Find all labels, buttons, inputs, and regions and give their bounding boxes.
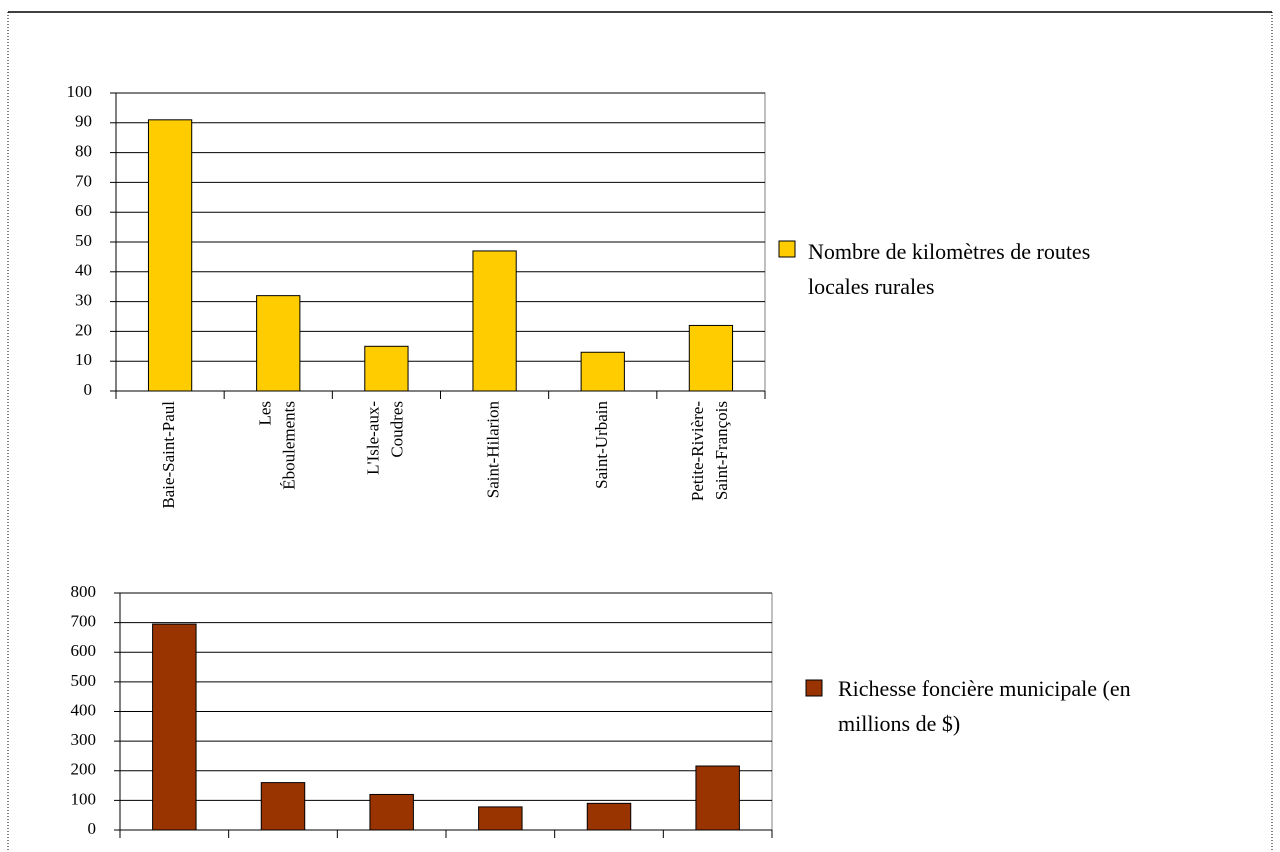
legend-label: Richesse foncière municipale (en million… [838,676,1131,736]
bar [256,295,301,392]
bar [695,765,740,831]
y-tick-label: 60 [75,201,92,220]
y-tick-label: 100 [71,789,97,808]
y-tick-label: 200 [71,760,97,779]
y-tick-label: 300 [71,730,97,749]
x-tick-label: Baie-Saint-Paul [159,401,178,509]
y-tick-label: 50 [75,231,92,250]
y-tick-label: 70 [75,171,92,190]
y-tick-label: 40 [75,261,92,280]
y-tick-label: 30 [75,291,92,310]
y-tick-label: 80 [75,142,92,161]
y-tick-label: 100 [67,82,93,101]
bar [472,250,517,392]
bar [580,351,625,392]
y-tick-label: 20 [75,320,92,339]
y-tick-label: 0 [88,819,97,838]
legend-label: Nombre de kilomètres de routes locales r… [808,239,1091,299]
x-tick-label: Les Éboulements [255,401,298,490]
bar [369,793,414,831]
y-tick-label: 0 [84,380,93,399]
x-tick-label: Petite-Rivière- Saint-François [688,401,731,501]
bar [260,782,306,831]
legend-swatch [805,679,823,697]
y-tick-label: 500 [71,671,97,690]
y-tick-label: 700 [71,612,97,631]
y-tick-label: 400 [71,700,97,719]
bar [478,806,523,831]
bar [364,345,409,392]
legend-swatch [778,240,796,258]
y-tick-label: 600 [71,641,97,660]
x-tick-label: Saint-Urbain [592,401,611,489]
x-tick-label: L'Isle-aux- Coudres [363,401,406,475]
bar [147,119,193,392]
bar [152,623,197,831]
bar [688,324,734,392]
bar [586,802,632,831]
y-tick-label: 800 [71,582,97,601]
y-tick-label: 90 [75,112,92,131]
x-tick-label: Saint-Hilarion [483,401,502,499]
y-tick-label: 10 [75,350,92,369]
